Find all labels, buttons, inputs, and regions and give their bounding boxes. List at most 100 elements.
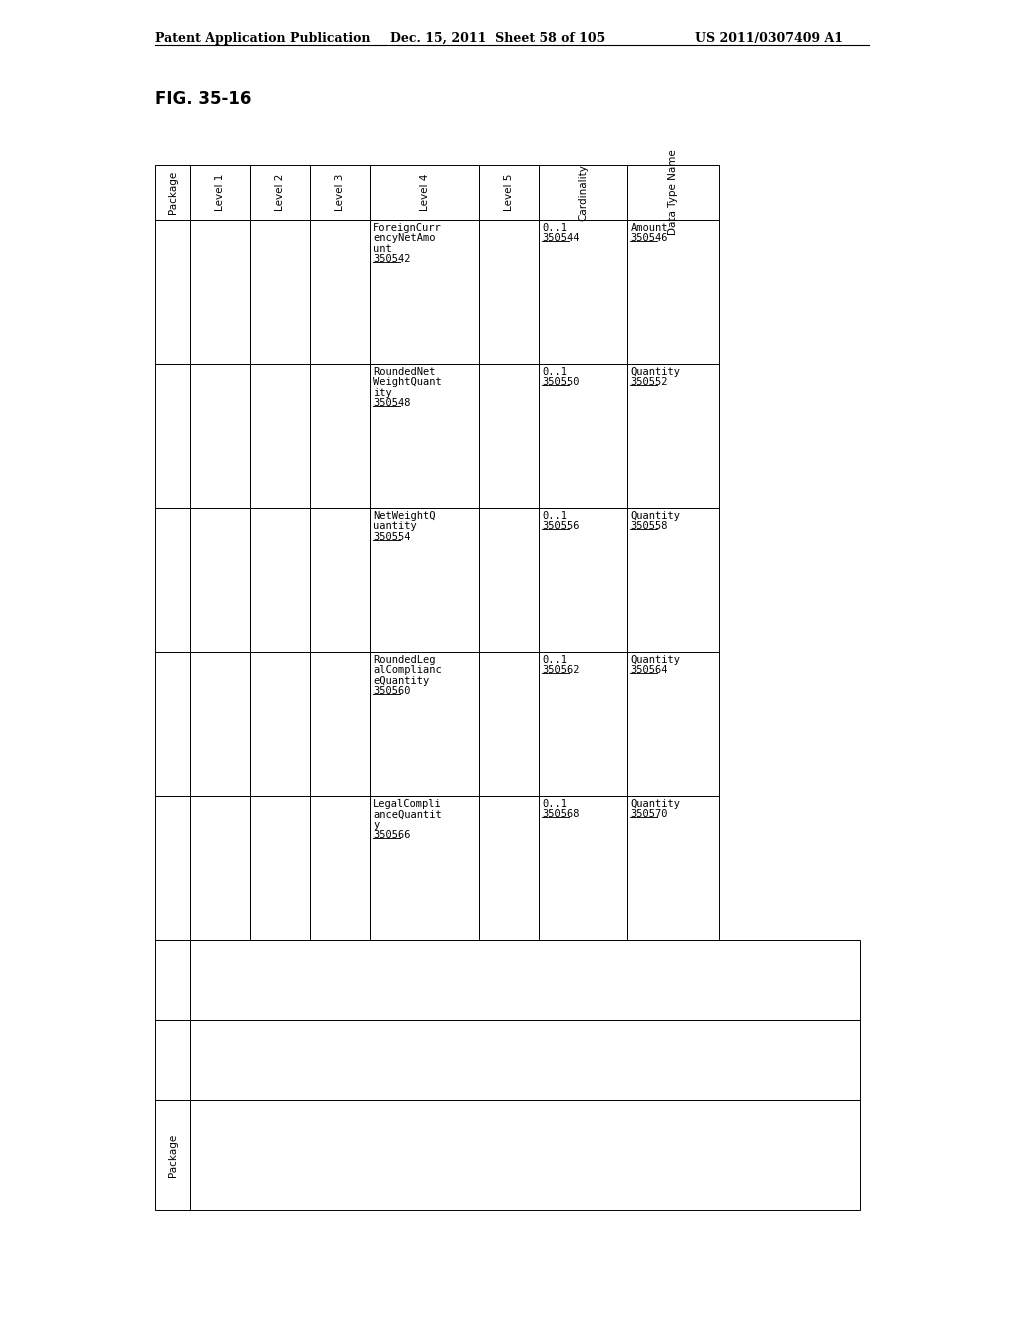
Text: Package: Package <box>168 170 177 214</box>
Text: 350558: 350558 <box>631 521 668 532</box>
Text: ForeignCurr: ForeignCurr <box>373 223 441 234</box>
Text: Level 5: Level 5 <box>504 174 514 211</box>
Text: 350544: 350544 <box>543 234 580 243</box>
Text: 350560: 350560 <box>373 686 411 696</box>
Bar <box>479 652 540 796</box>
Bar <box>310 652 370 796</box>
Text: Amount: Amount <box>631 223 668 234</box>
Bar <box>479 220 540 364</box>
Text: WeightQuant: WeightQuant <box>373 378 441 387</box>
Bar <box>190 652 250 796</box>
Bar <box>479 508 540 652</box>
Text: alComplianc: alComplianc <box>373 665 441 676</box>
Bar <box>540 165 628 220</box>
Text: Patent Application Publication: Patent Application Publication <box>155 32 371 45</box>
Text: 0..1: 0..1 <box>543 799 567 809</box>
Text: FIG. 35-16: FIG. 35-16 <box>155 90 251 108</box>
Bar <box>155 508 190 652</box>
Bar <box>310 508 370 652</box>
Text: 350562: 350562 <box>543 665 580 676</box>
Bar <box>190 1020 860 1100</box>
Text: y: y <box>373 820 379 830</box>
Bar <box>155 796 190 940</box>
Bar <box>370 220 479 364</box>
Text: Package: Package <box>168 1134 177 1176</box>
Text: eQuantity: eQuantity <box>373 676 429 685</box>
Text: Level 4: Level 4 <box>420 174 430 211</box>
Text: 350564: 350564 <box>631 665 668 676</box>
Text: NetWeightQ: NetWeightQ <box>373 511 435 521</box>
Bar <box>628 796 719 940</box>
Bar <box>479 364 540 508</box>
Bar <box>628 165 719 220</box>
Bar <box>190 364 250 508</box>
Bar <box>310 364 370 508</box>
Bar <box>155 364 190 508</box>
Bar <box>190 508 250 652</box>
Bar <box>155 1100 190 1210</box>
Text: LegalCompli: LegalCompli <box>373 799 441 809</box>
Text: US 2011/0307409 A1: US 2011/0307409 A1 <box>695 32 843 45</box>
Bar <box>310 220 370 364</box>
Bar <box>628 508 719 652</box>
Bar <box>540 220 628 364</box>
Text: Quantity: Quantity <box>631 799 680 809</box>
Bar <box>155 652 190 796</box>
Bar <box>540 364 628 508</box>
Bar <box>370 508 479 652</box>
Text: anceQuantit: anceQuantit <box>373 809 441 820</box>
Bar <box>155 1020 190 1100</box>
Bar <box>540 652 628 796</box>
Text: Level 2: Level 2 <box>275 174 285 211</box>
Text: Dec. 15, 2011  Sheet 58 of 105: Dec. 15, 2011 Sheet 58 of 105 <box>390 32 605 45</box>
Text: 0..1: 0..1 <box>543 367 567 378</box>
Text: Level 1: Level 1 <box>215 174 225 211</box>
Text: unt: unt <box>373 244 392 253</box>
Bar <box>250 508 310 652</box>
Bar <box>250 364 310 508</box>
Text: 350550: 350550 <box>543 378 580 387</box>
Bar <box>479 165 540 220</box>
Text: 350552: 350552 <box>631 378 668 387</box>
Bar <box>370 652 479 796</box>
Text: 350556: 350556 <box>543 521 580 532</box>
Bar <box>250 165 310 220</box>
Text: Data Type Name: Data Type Name <box>669 149 678 235</box>
Text: Cardinality: Cardinality <box>579 164 588 220</box>
Text: 0..1: 0..1 <box>543 223 567 234</box>
Text: uantity: uantity <box>373 521 417 532</box>
Text: 350568: 350568 <box>543 809 580 820</box>
Bar <box>250 220 310 364</box>
Bar <box>190 796 250 940</box>
Bar <box>370 796 479 940</box>
Bar <box>190 165 250 220</box>
Text: Quantity: Quantity <box>631 367 680 378</box>
Bar <box>370 364 479 508</box>
Bar <box>628 364 719 508</box>
Text: 350554: 350554 <box>373 532 411 541</box>
Text: 350566: 350566 <box>373 830 411 840</box>
Bar <box>628 652 719 796</box>
Bar <box>155 940 190 1020</box>
Text: Quantity: Quantity <box>631 655 680 665</box>
Bar <box>155 165 190 220</box>
Bar <box>310 796 370 940</box>
Bar <box>250 652 310 796</box>
Bar <box>540 796 628 940</box>
Bar <box>628 220 719 364</box>
Text: Level 3: Level 3 <box>335 174 345 211</box>
Bar <box>155 220 190 364</box>
Bar <box>190 220 250 364</box>
Text: 0..1: 0..1 <box>543 511 567 521</box>
Bar <box>190 940 860 1020</box>
Bar <box>370 165 479 220</box>
Text: 350546: 350546 <box>631 234 668 243</box>
Text: RoundedNet: RoundedNet <box>373 367 435 378</box>
Bar <box>540 508 628 652</box>
Text: Quantity: Quantity <box>631 511 680 521</box>
Bar <box>479 796 540 940</box>
Text: 350542: 350542 <box>373 253 411 264</box>
Text: 350548: 350548 <box>373 399 411 408</box>
Bar <box>190 1100 860 1210</box>
Text: ity: ity <box>373 388 392 397</box>
